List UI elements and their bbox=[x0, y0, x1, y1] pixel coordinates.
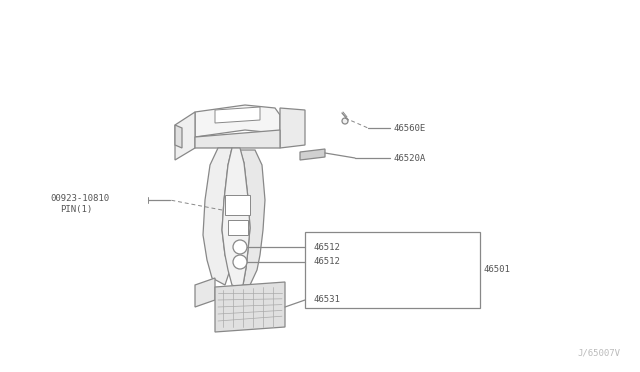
Circle shape bbox=[233, 255, 247, 269]
Polygon shape bbox=[195, 278, 215, 307]
Text: 46512: 46512 bbox=[313, 243, 340, 251]
Polygon shape bbox=[228, 220, 248, 235]
Polygon shape bbox=[203, 148, 232, 285]
Text: PIN(1): PIN(1) bbox=[60, 205, 92, 214]
Polygon shape bbox=[215, 282, 285, 332]
Text: 46560E: 46560E bbox=[393, 124, 425, 132]
Bar bbox=[305, 232, 480, 308]
Polygon shape bbox=[195, 130, 280, 148]
Polygon shape bbox=[175, 112, 195, 160]
Text: 46512: 46512 bbox=[313, 257, 340, 266]
Polygon shape bbox=[280, 108, 305, 148]
Polygon shape bbox=[225, 195, 250, 215]
Text: J/65007V: J/65007V bbox=[577, 349, 620, 358]
Polygon shape bbox=[215, 107, 260, 123]
Circle shape bbox=[342, 118, 348, 124]
Polygon shape bbox=[175, 125, 182, 148]
Text: 00923-10810: 00923-10810 bbox=[50, 193, 109, 202]
Polygon shape bbox=[300, 149, 325, 160]
Polygon shape bbox=[222, 148, 250, 287]
Text: 46501: 46501 bbox=[484, 266, 511, 275]
Text: 46531: 46531 bbox=[313, 295, 340, 305]
Polygon shape bbox=[195, 105, 280, 137]
Polygon shape bbox=[240, 150, 265, 285]
Circle shape bbox=[233, 240, 247, 254]
Text: 46520A: 46520A bbox=[393, 154, 425, 163]
